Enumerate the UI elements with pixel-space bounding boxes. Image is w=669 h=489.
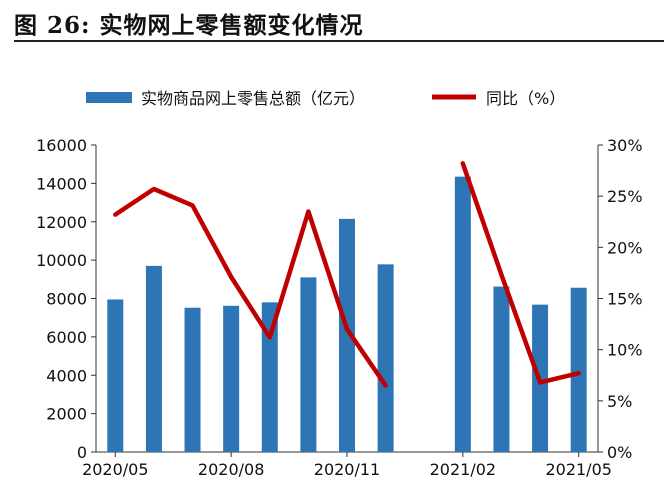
bar-2020/07: [184, 307, 201, 452]
right-tick-label: 5%: [607, 392, 632, 411]
x-tick-label: 2021/02: [430, 460, 496, 479]
bar-2020/06: [145, 265, 162, 452]
bar-2020/09: [261, 302, 278, 452]
bar-2020/05: [107, 299, 124, 452]
left-tick-label: 10000: [36, 251, 87, 270]
left-axis-ticks: 0 2000 4000 6000 8000 10000 12000 14000 16000: [36, 136, 96, 462]
left-tick-label: 12000: [36, 213, 87, 232]
x-axis-ticks: 2020/05 2020/08 2020/11 2021/02 2021/05: [82, 452, 612, 479]
bar-2021/02: [454, 176, 471, 453]
legend-bar-swatch: [86, 92, 132, 103]
bar-series: [107, 176, 587, 453]
chart-title: 图 26: 实物网上零售额变化情况: [14, 12, 364, 39]
legend: 实物商品网上零售总额（亿元） 同比（%）: [86, 89, 565, 108]
right-tick-label: 25%: [607, 187, 643, 206]
title-underline: [14, 40, 664, 42]
right-tick-label: 15%: [607, 290, 643, 309]
left-tick-label: 14000: [36, 174, 87, 193]
right-axis-ticks: 0% 5% 10% 15% 20% 25% 30%: [598, 136, 643, 462]
line-series: [113, 161, 581, 388]
x-tick-label: 2021/05: [545, 460, 611, 479]
x-tick-label: 2020/11: [314, 460, 380, 479]
bar-2020/11: [339, 218, 355, 452]
right-tick-label: 0%: [607, 443, 632, 462]
right-tick-label: 30%: [607, 136, 643, 155]
x-tick-label: 2020/08: [198, 460, 264, 479]
right-tick-label: 20%: [607, 238, 643, 257]
bar-2020/10: [300, 277, 317, 452]
yoy-line-segment: [460, 161, 581, 385]
left-tick-label: 2000: [46, 405, 87, 424]
left-tick-label: 8000: [46, 290, 87, 309]
bar-2021/05: [570, 287, 587, 452]
legend-line-label: 同比（%）: [486, 89, 565, 108]
yoy-line-segment: [113, 186, 388, 388]
left-tick-label: 16000: [36, 136, 87, 155]
left-tick-label: 4000: [46, 366, 87, 385]
left-tick-label: 6000: [46, 328, 87, 347]
bar-2020/08: [223, 305, 240, 452]
legend-bar-label: 实物商品网上零售总额（亿元）: [141, 89, 365, 108]
right-tick-label: 10%: [607, 341, 643, 360]
left-tick-label: 0: [77, 443, 87, 462]
bar-2020/12: [377, 264, 394, 452]
x-tick-label: 2020/05: [82, 460, 148, 479]
bar-2021/03: [493, 286, 510, 452]
